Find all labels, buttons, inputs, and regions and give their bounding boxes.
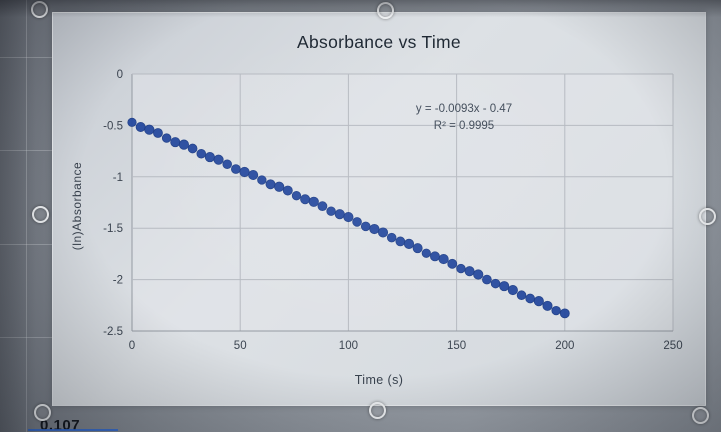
data-point[interactable]: [291, 191, 302, 201]
y-tick-label: 0: [117, 69, 123, 81]
spreadsheet-gridline: [0, 337, 52, 338]
spreadsheet-gridline: [0, 150, 52, 151]
data-point[interactable]: [187, 143, 198, 154]
data-point[interactable]: [213, 154, 224, 165]
spreadsheet-gridline: [26, 0, 27, 432]
data-point[interactable]: [490, 278, 501, 289]
data-point[interactable]: [135, 122, 146, 132]
x-axis-title: Time (s): [354, 373, 404, 387]
data-point[interactable]: [464, 266, 475, 277]
data-point[interactable]: [473, 269, 484, 280]
data-point[interactable]: [507, 285, 518, 296]
y-tick-label: -0.5: [103, 120, 123, 132]
data-point[interactable]: [127, 117, 137, 127]
x-tick-label: 50: [234, 340, 247, 352]
y-tick-label: -1: [113, 172, 123, 184]
data-point[interactable]: [559, 308, 570, 319]
data-point[interactable]: [482, 274, 492, 285]
data-point[interactable]: [499, 281, 510, 292]
data-point[interactable]: [170, 137, 181, 148]
x-tick-label: 250: [663, 340, 682, 352]
data-point[interactable]: [421, 248, 431, 258]
data-point[interactable]: [447, 258, 458, 269]
spreadsheet-gridline: [0, 57, 52, 58]
cell-border-line: [28, 429, 118, 431]
trendline-equation: y = -0.0093x - 0.47 R² = 0.9995: [344, 101, 584, 135]
plot-background: [132, 74, 673, 331]
selection-handle-bottom-center[interactable]: [369, 402, 386, 419]
data-point[interactable]: [265, 179, 276, 190]
data-point[interactable]: [412, 243, 423, 254]
chart-title: Absorbance vs Time: [297, 32, 461, 52]
data-point[interactable]: [386, 232, 397, 243]
y-tick-label: -1.5: [103, 223, 123, 235]
data-point[interactable]: [282, 185, 293, 196]
selection-handle-top-center[interactable]: [377, 2, 394, 19]
data-point[interactable]: [231, 164, 241, 174]
x-tick-label: 100: [339, 340, 358, 352]
tick-labels: 0 50 100 150 200 250 0 -0.5 -1 -1.5 -2 -2.5: [103, 69, 682, 352]
selection-handle-right-middle[interactable]: [699, 208, 716, 225]
data-point[interactable]: [239, 166, 250, 178]
data-point[interactable]: [326, 206, 336, 216]
data-series[interactable]: [127, 117, 570, 319]
data-point[interactable]: [456, 263, 466, 274]
data-point[interactable]: [403, 238, 415, 249]
spreadsheet-gridline: [0, 244, 52, 245]
data-point[interactable]: [178, 139, 190, 150]
data-point[interactable]: [144, 124, 155, 135]
y-axis-title: (ln)Absorbance: [70, 161, 84, 251]
data-point[interactable]: [334, 209, 345, 220]
data-point[interactable]: [317, 201, 328, 212]
equation-text: y = -0.0093x - 0.47: [415, 103, 513, 115]
data-point[interactable]: [248, 169, 259, 181]
selection-handle-bottom-left[interactable]: [34, 404, 51, 421]
data-point[interactable]: [343, 211, 354, 223]
data-point[interactable]: [153, 128, 163, 138]
data-point[interactable]: [525, 293, 536, 304]
data-point[interactable]: [300, 194, 311, 205]
data-point[interactable]: [204, 152, 215, 163]
data-point[interactable]: [222, 159, 232, 169]
data-point[interactable]: [551, 305, 561, 316]
data-point[interactable]: [257, 175, 267, 185]
selection-handle-bottom-right[interactable]: [692, 407, 709, 424]
spreadsheet-cell-value[interactable]: 0.107: [40, 417, 81, 432]
y-tick-label: -2: [113, 275, 123, 287]
chart-object[interactable]: 0 50 100 150 200 250 0 -0.5 -1 -1.5 -2 -2.5 Absorba…: [52, 12, 706, 406]
data-point[interactable]: [533, 296, 544, 307]
selection-handle-left-middle[interactable]: [32, 206, 49, 223]
data-point[interactable]: [308, 196, 319, 207]
x-tick-label: 150: [447, 340, 466, 352]
data-point[interactable]: [377, 227, 389, 238]
x-tick-label: 0: [129, 340, 135, 352]
data-point[interactable]: [352, 217, 362, 227]
data-point[interactable]: [542, 300, 553, 311]
data-point[interactable]: [516, 290, 527, 300]
gridlines: [131, 73, 674, 332]
x-tick-label: 200: [555, 340, 574, 352]
selection-handle-top-left[interactable]: [31, 1, 48, 18]
data-point[interactable]: [196, 148, 207, 159]
y-tick-label: -2.5: [103, 326, 123, 338]
data-point[interactable]: [438, 253, 449, 265]
data-point[interactable]: [369, 223, 380, 235]
data-point[interactable]: [395, 236, 406, 247]
data-point[interactable]: [274, 181, 285, 192]
data-point[interactable]: [360, 221, 371, 232]
data-point[interactable]: [161, 133, 172, 143]
data-point[interactable]: [430, 251, 440, 262]
plot-area: 0 50 100 150 200 250 0 -0.5 -1 -1.5 -2 -2.5: [103, 69, 682, 352]
r-squared-text: R² = 0.9995: [433, 120, 495, 132]
